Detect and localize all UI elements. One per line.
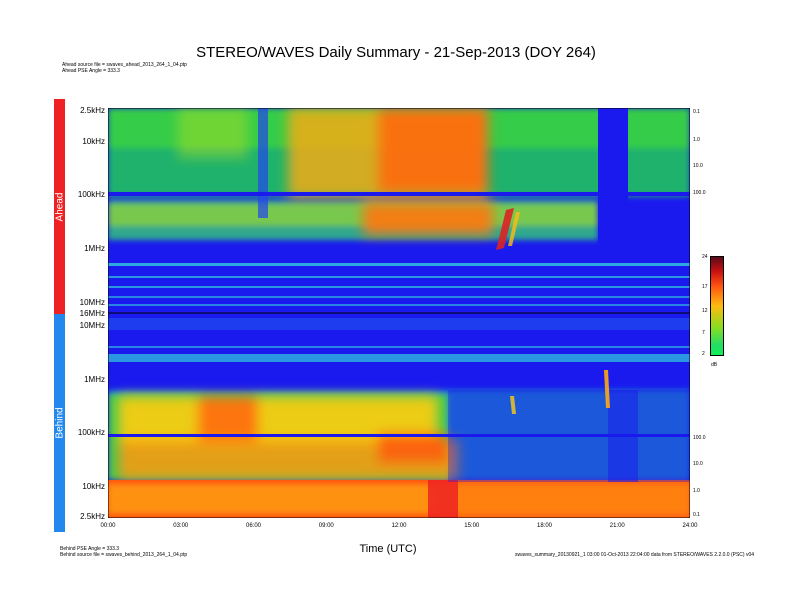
ahead-source-note: Ahead source file = swaves_ahead_2013_26… bbox=[62, 62, 187, 68]
colorbar-tick: 12 bbox=[702, 308, 708, 314]
colorbar-tick: 2 bbox=[702, 351, 705, 357]
ahead-side-bar: Ahead bbox=[54, 99, 65, 314]
x-tick-label: 24:00 bbox=[682, 523, 698, 529]
generation-note: swaves_summary_20130921_1 03:00 01-Oct-2… bbox=[515, 552, 755, 558]
x-tick-label: 09:00 bbox=[318, 523, 334, 529]
behind-right-tick: 1.0 bbox=[693, 488, 700, 494]
ahead-ytick: 16MHz bbox=[79, 309, 105, 318]
colorbar-tick: 24 bbox=[702, 254, 708, 260]
behind-ytick: 10kHz bbox=[82, 482, 105, 491]
colorbar-unit: dB bbox=[711, 362, 718, 368]
x-tick-label: 03:00 bbox=[173, 523, 189, 529]
x-tick-label: 21:00 bbox=[609, 523, 625, 529]
behind-right-tick: 0.1 bbox=[693, 512, 700, 518]
colorbar-tick: 7 bbox=[702, 330, 705, 336]
behind-ytick: 100kHz bbox=[77, 428, 105, 437]
x-axis-label: Time (UTC) bbox=[359, 543, 417, 555]
x-tick-label: 12:00 bbox=[391, 523, 407, 529]
x-tick-label: 15:00 bbox=[464, 523, 480, 529]
ahead-ytick: 100kHz bbox=[77, 190, 105, 199]
behind-pse-note: Behind PSE Angle = 333.3 bbox=[60, 546, 120, 552]
behind-right-tick: 100.0 bbox=[693, 435, 706, 441]
ahead-ytick: 10MHz bbox=[79, 298, 105, 307]
ahead-right-tick: 10.0 bbox=[693, 163, 703, 169]
ahead-label: Ahead bbox=[54, 192, 65, 221]
behind-right-tick: 10.0 bbox=[693, 461, 703, 467]
behind-ytick: 10MHz bbox=[79, 321, 105, 330]
spectrogram-plot bbox=[108, 108, 690, 518]
behind-source-note: Behind source file = swaves_behind_2013_… bbox=[60, 552, 188, 558]
ahead-ytick: 10kHz bbox=[82, 137, 105, 146]
ahead-right-tick: 1.0 bbox=[693, 137, 700, 143]
ahead-right-tick: 100.0 bbox=[693, 190, 706, 196]
x-tick-label: 00:00 bbox=[100, 523, 116, 529]
ahead-ytick: 2.5kHz bbox=[80, 106, 105, 115]
behind-ytick: 2.5kHz bbox=[80, 512, 105, 521]
x-tick-label: 18:00 bbox=[536, 523, 553, 529]
behind-label: Behind bbox=[54, 407, 65, 439]
ahead-ytick: 1MHz bbox=[84, 244, 105, 253]
colorbar bbox=[710, 256, 724, 356]
x-tick-label: 06:00 bbox=[245, 523, 262, 529]
colorbar-tick: 17 bbox=[702, 284, 708, 290]
behind-ytick: 1MHz bbox=[84, 375, 105, 384]
ahead-right-tick: 0.1 bbox=[693, 109, 700, 115]
behind-side-bar: Behind bbox=[54, 314, 65, 532]
chart-title: STEREO/WAVES Daily Summary - 21-Sep-2013… bbox=[196, 44, 596, 61]
ahead-pse-note: Ahead PSE Angle = 333.3 bbox=[62, 68, 120, 74]
